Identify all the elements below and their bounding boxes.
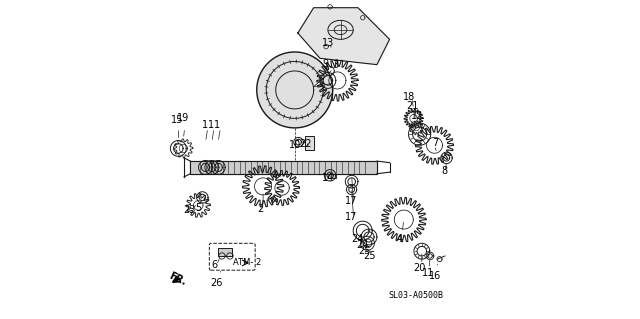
- Text: 23: 23: [184, 205, 196, 215]
- Text: 7: 7: [432, 138, 438, 148]
- Text: 6: 6: [212, 260, 218, 271]
- Text: 24: 24: [351, 234, 364, 244]
- Text: 1: 1: [208, 120, 214, 130]
- Text: 22: 22: [300, 139, 312, 149]
- Text: 19: 19: [177, 113, 189, 123]
- Text: 17: 17: [345, 212, 357, 222]
- Bar: [305, 136, 314, 150]
- Polygon shape: [257, 52, 333, 128]
- Text: 24: 24: [356, 240, 369, 250]
- Text: 12: 12: [412, 111, 424, 121]
- Text: 21: 21: [406, 101, 419, 111]
- Text: 20: 20: [413, 263, 426, 273]
- Text: 1: 1: [202, 120, 207, 130]
- Text: 17: 17: [345, 196, 357, 206]
- Text: 2: 2: [257, 204, 264, 213]
- Polygon shape: [190, 161, 377, 174]
- Text: 14: 14: [321, 174, 333, 183]
- Text: 25: 25: [363, 251, 375, 261]
- Text: 26: 26: [211, 278, 223, 288]
- Text: 13: 13: [321, 39, 333, 48]
- Polygon shape: [298, 8, 390, 65]
- Text: 15: 15: [171, 115, 183, 125]
- Text: 8: 8: [441, 166, 447, 175]
- Text: 5: 5: [195, 203, 202, 212]
- Text: ATM- 2: ATM- 2: [232, 258, 260, 267]
- Text: 1: 1: [214, 120, 220, 130]
- Bar: [218, 248, 232, 256]
- Text: 25: 25: [358, 246, 371, 256]
- Bar: [328, 172, 336, 178]
- Text: FR.: FR.: [167, 271, 188, 287]
- Text: 9: 9: [323, 59, 329, 69]
- Text: 10: 10: [289, 140, 301, 150]
- Text: 18: 18: [403, 92, 415, 102]
- Text: SL03-A0500B: SL03-A0500B: [388, 291, 443, 300]
- Text: 4: 4: [397, 234, 403, 243]
- Text: 11: 11: [422, 268, 435, 278]
- Text: 3: 3: [332, 60, 339, 70]
- Text: 16: 16: [429, 271, 442, 281]
